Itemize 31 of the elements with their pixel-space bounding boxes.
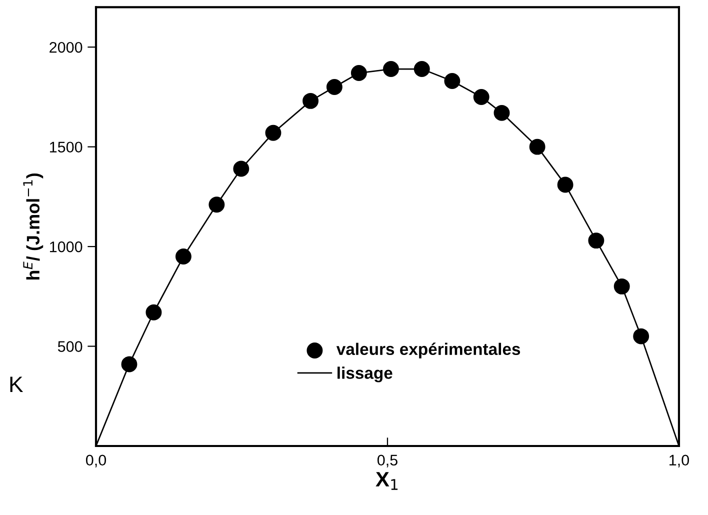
point bbox=[302, 92, 319, 109]
text: K bbox=[10, 376, 24, 392]
x-tick-label: 0,5 bbox=[377, 454, 398, 468]
legend-label: valeurs expérimentales bbox=[336, 342, 520, 358]
point bbox=[494, 104, 510, 121]
point bbox=[383, 61, 399, 78]
legend-label: lissage bbox=[338, 366, 392, 382]
x-tick-label: 1,0 bbox=[670, 454, 689, 468]
point bbox=[529, 138, 546, 155]
y-tick-label: 1000 bbox=[50, 241, 82, 252]
point bbox=[633, 328, 650, 344]
point bbox=[614, 278, 630, 294]
point bbox=[208, 196, 225, 213]
y-tick-label: 1500 bbox=[50, 142, 82, 153]
point bbox=[121, 356, 138, 372]
point bbox=[588, 232, 604, 249]
y-tick-label: 500 bbox=[58, 341, 82, 352]
point bbox=[557, 176, 574, 193]
y-tick-label: 2000 bbox=[50, 42, 82, 53]
point bbox=[444, 73, 460, 89]
point bbox=[233, 160, 250, 177]
point bbox=[175, 248, 192, 264]
y-axis-title: h$^{E}$/ (J.mol$^{−1}$) bbox=[23, 173, 44, 280]
x-axis-title: X$_{1}$ bbox=[376, 472, 398, 490]
point bbox=[350, 65, 367, 82]
point bbox=[414, 61, 430, 78]
x-tick-label: 0,0 bbox=[86, 454, 106, 468]
point bbox=[146, 304, 162, 320]
point bbox=[473, 88, 490, 105]
point bbox=[265, 124, 282, 141]
point bbox=[326, 79, 342, 95]
